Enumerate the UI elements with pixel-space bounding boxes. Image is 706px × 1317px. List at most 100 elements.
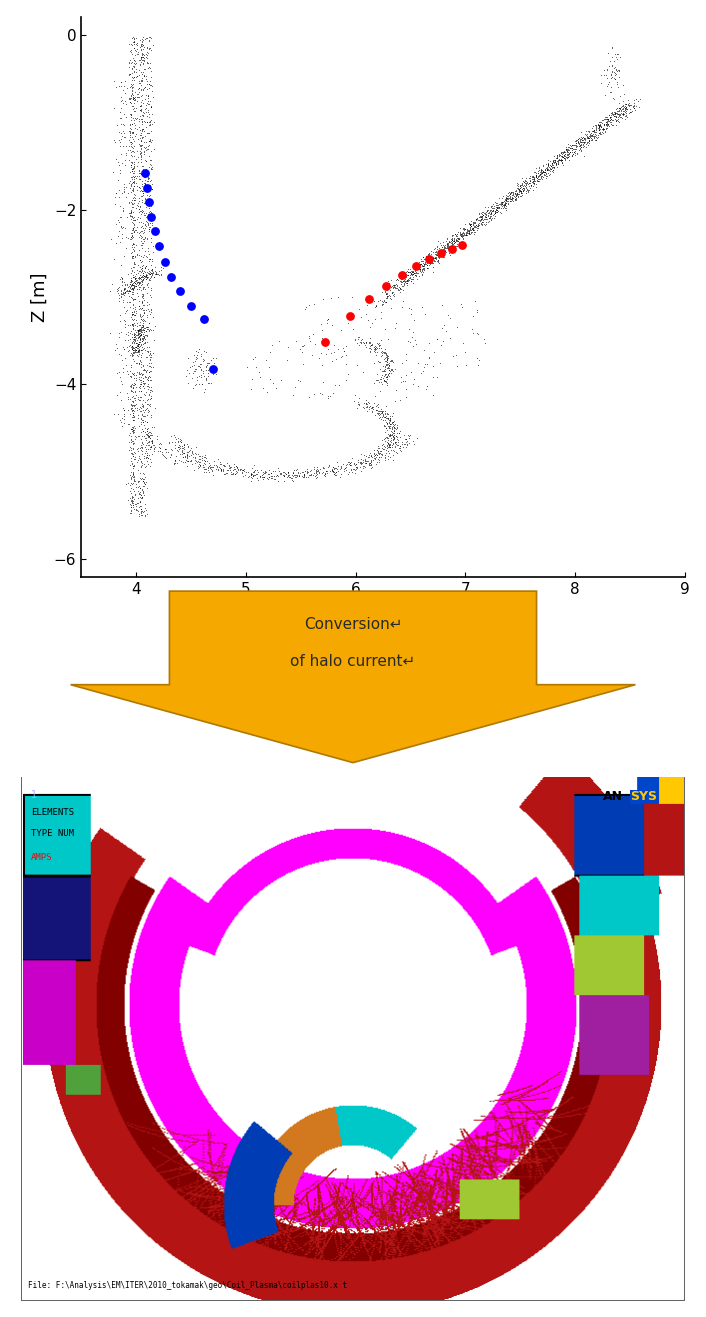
Point <box>142 169 153 190</box>
Point <box>590 129 601 150</box>
Point <box>448 229 460 250</box>
Point <box>380 283 391 304</box>
Point <box>266 465 277 486</box>
Point <box>593 115 604 136</box>
Point <box>277 465 288 486</box>
Point <box>136 258 148 279</box>
Point <box>136 309 148 331</box>
Point <box>440 230 451 252</box>
Point <box>128 363 139 385</box>
Point <box>138 167 150 188</box>
Point <box>126 105 137 126</box>
Point <box>534 163 545 184</box>
Point <box>443 236 455 257</box>
Point <box>143 134 155 155</box>
Point <box>311 466 323 487</box>
Point <box>540 167 551 188</box>
Point <box>146 132 157 153</box>
Point <box>400 269 411 290</box>
Point <box>132 341 143 362</box>
Point <box>142 425 153 446</box>
Point <box>400 263 412 284</box>
Point <box>135 503 146 524</box>
Point <box>386 419 397 440</box>
Point <box>554 150 565 171</box>
Point <box>385 414 397 435</box>
Point <box>146 429 157 450</box>
Point <box>354 298 365 319</box>
Point <box>493 194 504 215</box>
Point <box>139 443 150 464</box>
Point <box>436 236 448 257</box>
Point <box>618 83 630 104</box>
Point <box>593 120 604 141</box>
Point <box>129 325 140 346</box>
Point <box>560 140 571 161</box>
Point <box>329 375 340 396</box>
Point <box>603 113 614 134</box>
Point <box>129 273 140 294</box>
Point <box>512 183 523 204</box>
Point <box>345 452 357 473</box>
Point <box>488 204 499 225</box>
Point <box>196 449 208 470</box>
Point <box>464 223 475 244</box>
Point <box>126 104 137 125</box>
Point <box>377 404 388 425</box>
Point <box>127 179 138 200</box>
Point <box>566 137 578 158</box>
Point <box>464 213 475 234</box>
Point <box>203 456 215 477</box>
Point <box>511 182 522 203</box>
Point <box>146 259 157 281</box>
Point <box>131 332 143 353</box>
Point <box>145 428 156 449</box>
Point <box>128 155 140 176</box>
Point <box>115 412 126 433</box>
Point <box>138 373 150 394</box>
Point <box>384 407 395 428</box>
Point <box>143 402 154 423</box>
Point <box>465 224 476 245</box>
Point <box>424 333 435 354</box>
Point <box>369 404 380 425</box>
Point <box>140 324 151 345</box>
Point <box>383 362 395 383</box>
Point <box>429 241 441 262</box>
Point <box>390 417 401 439</box>
Point <box>126 271 138 292</box>
Point <box>522 178 533 199</box>
Point <box>373 400 384 421</box>
Point <box>133 416 145 437</box>
Point <box>198 457 209 478</box>
Point <box>132 324 143 345</box>
Point <box>140 255 152 277</box>
Point <box>124 335 136 356</box>
Point <box>137 390 148 411</box>
Point <box>380 356 391 377</box>
Point <box>134 224 145 245</box>
Point <box>143 421 155 443</box>
Point <box>505 183 517 204</box>
Point <box>124 63 136 84</box>
Point <box>565 141 576 162</box>
Point <box>398 275 409 296</box>
Point <box>126 302 137 323</box>
Point <box>438 237 450 258</box>
Point <box>366 453 377 474</box>
Point <box>496 188 508 209</box>
Point <box>581 133 592 154</box>
Point <box>297 353 309 374</box>
Point <box>419 259 430 281</box>
Point <box>174 281 186 302</box>
Point <box>131 495 142 516</box>
Point <box>588 125 599 146</box>
Point <box>500 194 511 215</box>
Point <box>602 58 613 79</box>
Point <box>124 345 136 366</box>
Point <box>131 271 143 292</box>
Point <box>359 332 370 353</box>
Point <box>125 175 136 196</box>
Point <box>474 215 485 236</box>
Point <box>150 315 161 336</box>
